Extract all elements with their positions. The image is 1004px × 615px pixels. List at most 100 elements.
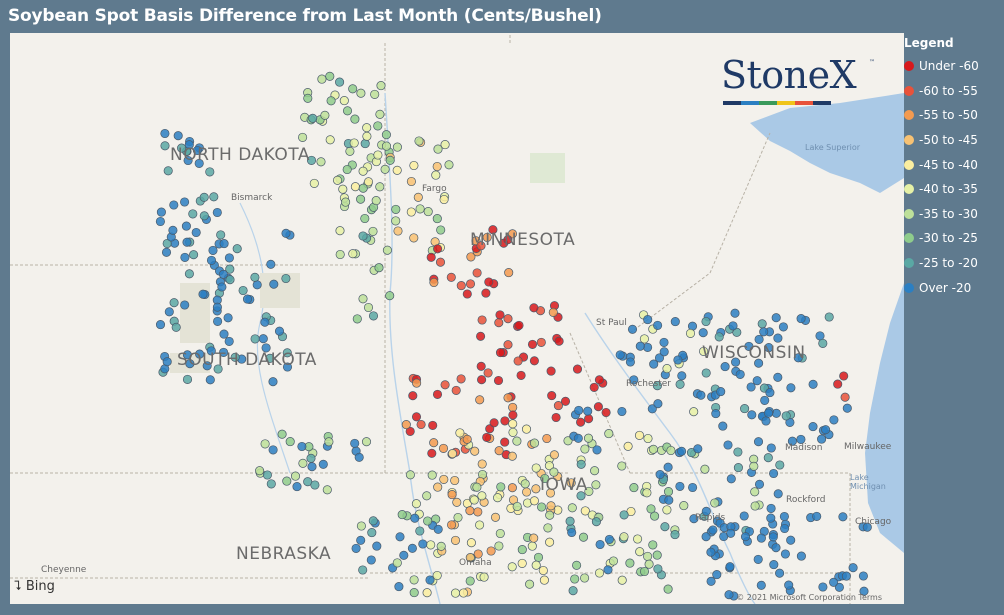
map-data-point[interactable] <box>544 461 554 471</box>
map-data-point[interactable] <box>433 482 443 492</box>
map-data-point[interactable] <box>604 429 614 439</box>
map-data-point[interactable] <box>527 541 537 551</box>
map-data-point[interactable] <box>653 399 663 409</box>
map-data-point[interactable] <box>759 327 769 337</box>
map-data-point[interactable] <box>224 336 234 346</box>
map-data-point[interactable] <box>440 380 450 390</box>
map-data-point[interactable] <box>213 316 223 326</box>
map-data-point[interactable] <box>375 109 385 119</box>
map-data-point[interactable] <box>643 315 653 325</box>
map-data-point[interactable] <box>545 510 555 520</box>
map-data-point[interactable] <box>489 418 499 428</box>
map-data-point[interactable] <box>583 406 593 416</box>
map-data-point[interactable] <box>411 412 422 422</box>
map-data-point[interactable] <box>720 362 730 372</box>
map-data-point[interactable] <box>427 448 437 458</box>
map-data-point[interactable] <box>206 346 216 356</box>
map-data-point[interactable] <box>473 507 483 517</box>
map-data-point[interactable] <box>230 352 240 362</box>
map-data-point[interactable] <box>761 416 771 426</box>
map-data-point[interactable] <box>447 490 457 500</box>
map-data-point[interactable] <box>603 565 613 575</box>
map-data-point[interactable] <box>325 135 335 145</box>
map-data-point[interactable] <box>385 291 395 301</box>
map-data-point[interactable] <box>309 178 319 188</box>
legend-item[interactable]: Over -20 <box>904 275 1004 300</box>
map-data-point[interactable] <box>583 433 594 443</box>
map-data-point[interactable] <box>659 337 669 347</box>
map-data-point[interactable] <box>739 511 749 521</box>
map-data-point[interactable] <box>423 516 433 526</box>
bing-attribution[interactable]: ⮧ Bing <box>14 579 55 594</box>
map-data-point[interactable] <box>754 334 764 344</box>
map-data-point[interactable] <box>540 473 550 484</box>
map-data-point[interactable] <box>513 356 523 366</box>
map-data-point[interactable] <box>829 577 839 587</box>
map-data-point[interactable] <box>432 214 442 224</box>
map-data-point[interactable] <box>213 364 223 374</box>
legend-item[interactable]: -55 to -50 <box>904 103 1004 128</box>
map-data-point[interactable] <box>619 510 629 520</box>
map-data-point[interactable] <box>576 491 586 501</box>
map-data-point[interactable] <box>366 555 376 565</box>
map-data-point[interactable] <box>477 459 487 469</box>
map-data-point[interactable] <box>416 419 426 430</box>
map-data-point[interactable] <box>370 89 380 99</box>
map-data-point[interactable] <box>591 517 601 527</box>
map-data-point[interactable] <box>282 348 292 358</box>
map-data-point[interactable] <box>643 551 653 561</box>
map-data-point[interactable] <box>548 307 558 317</box>
map-data-point[interactable] <box>350 114 360 124</box>
map-data-point[interactable] <box>181 221 191 231</box>
map-data-point[interactable] <box>728 321 738 331</box>
map-data-point[interactable] <box>617 461 627 471</box>
map-data-point[interactable] <box>756 580 766 590</box>
map-data-point[interactable] <box>316 157 326 167</box>
map-data-point[interactable] <box>335 77 345 87</box>
map-data-point[interactable] <box>775 460 785 470</box>
map-data-point[interactable] <box>368 516 378 526</box>
map-data-point[interactable] <box>415 526 425 536</box>
map-data-point[interactable] <box>545 488 556 498</box>
map-data-point[interactable] <box>493 493 503 503</box>
map-data-point[interactable] <box>456 374 466 384</box>
map-data-point[interactable] <box>472 268 482 278</box>
map-data-point[interactable] <box>266 479 276 489</box>
map-data-point[interactable] <box>368 226 378 236</box>
map-data-point[interactable] <box>698 328 708 338</box>
map-data-point[interactable] <box>723 440 733 450</box>
map-data-point[interactable] <box>512 501 522 512</box>
map-data-point[interactable] <box>422 491 432 501</box>
map-data-point[interactable] <box>225 264 235 274</box>
map-data-point[interactable] <box>163 166 173 176</box>
map-data-point[interactable] <box>664 495 674 505</box>
map-data-point[interactable] <box>706 547 716 557</box>
map-data-point[interactable] <box>531 484 541 494</box>
map-data-point[interactable] <box>452 497 462 507</box>
map-data-point[interactable] <box>724 590 734 600</box>
map-data-point[interactable] <box>266 259 276 269</box>
map-data-point[interactable] <box>766 513 776 523</box>
map-data-point[interactable] <box>339 96 349 106</box>
map-data-point[interactable] <box>475 520 485 530</box>
map-data-point[interactable] <box>590 466 600 476</box>
map-data-point[interactable] <box>572 560 582 570</box>
map-data-point[interactable] <box>358 565 368 575</box>
map-data-point[interactable] <box>623 441 633 451</box>
map-data-point[interactable] <box>592 445 602 455</box>
map-data-point[interactable] <box>317 74 327 84</box>
map-data-point[interactable] <box>635 547 645 557</box>
map-data-point[interactable] <box>568 586 578 596</box>
map-data-point[interactable] <box>537 502 547 512</box>
map-data-point[interactable] <box>508 410 518 420</box>
map-data-point[interactable] <box>768 532 778 542</box>
map-data-point[interactable] <box>829 415 839 425</box>
map-data-point[interactable] <box>642 488 652 498</box>
map-data-point[interactable] <box>625 558 635 568</box>
map-data-point[interactable] <box>373 121 383 131</box>
legend-item[interactable]: -25 to -20 <box>904 251 1004 276</box>
map-data-point[interactable] <box>225 275 235 285</box>
map-data-point[interactable] <box>189 250 199 260</box>
map-data-point[interactable] <box>512 436 522 446</box>
map-data-point[interactable] <box>796 314 806 324</box>
